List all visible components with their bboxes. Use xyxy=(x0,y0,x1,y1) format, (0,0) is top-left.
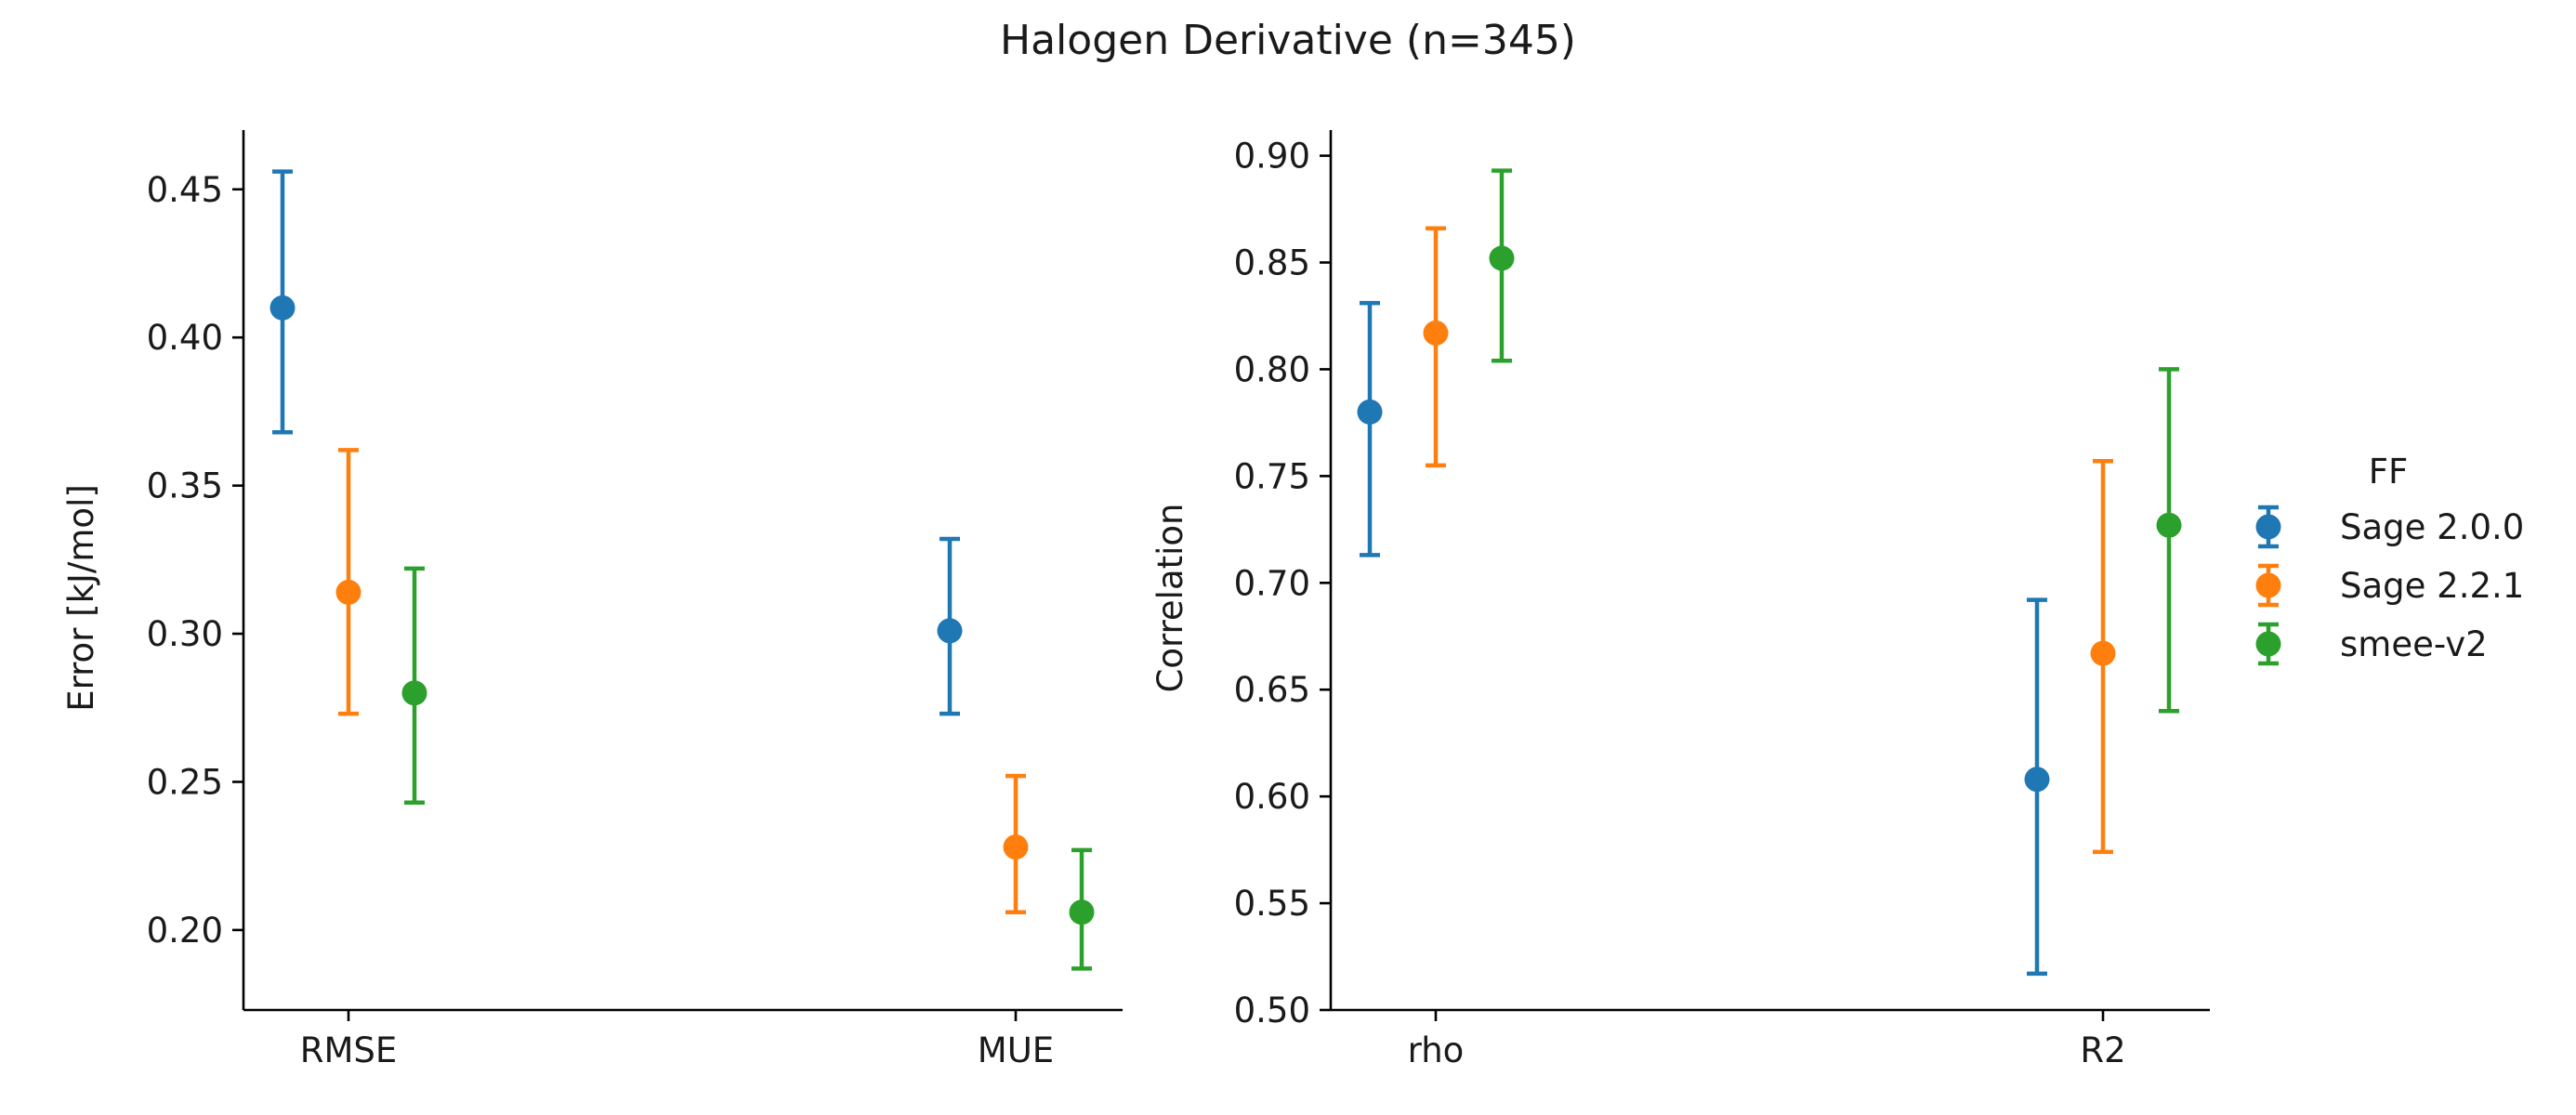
series-smee-v2 xyxy=(401,566,1095,971)
y-tick-label: 0.40 xyxy=(147,318,223,358)
y-tick-label: 0.30 xyxy=(147,614,223,654)
series-smee-v2 xyxy=(1489,168,2182,714)
legend-marker xyxy=(2255,572,2281,598)
y-tick-label: 0.35 xyxy=(147,466,223,506)
panel-1: 0.20 0.25 0.30 0.35 0.40 0.45 RMSE MUE Error [kJ… xyxy=(61,130,1123,1070)
series-sage-2-2-1 xyxy=(335,448,1029,915)
data-point xyxy=(269,295,296,321)
x-tick-label: R2 xyxy=(2080,1030,2125,1070)
series-sage-2-0-0 xyxy=(269,169,963,716)
y-tick-label: 0.85 xyxy=(1234,243,1310,283)
data-point xyxy=(2024,767,2050,793)
y-tick-label: 0.75 xyxy=(1234,456,1310,496)
series-sage-2-0-0 xyxy=(1357,300,2050,977)
legend-marker xyxy=(2255,514,2281,540)
data-point xyxy=(335,579,361,605)
y-tick-label: 0.45 xyxy=(147,170,223,210)
data-point xyxy=(2090,640,2116,666)
y-tick-label: 0.55 xyxy=(1234,884,1310,924)
panel-2: 0.50 0.55 0.60 0.65 0.70 0.75 0.80 0.85 0.90 rho R… xyxy=(1150,130,2210,1070)
y-tick-label: 0.70 xyxy=(1234,563,1310,603)
data-point xyxy=(2156,512,2182,538)
x-tick-label: RMSE xyxy=(300,1030,398,1070)
legend-item: Sage 2.0.0 xyxy=(2255,505,2524,549)
x-tick-label: MUE xyxy=(978,1030,1054,1070)
y-axis-label: Error [kJ/mol] xyxy=(61,484,101,712)
data-point xyxy=(1489,245,1515,271)
legend: FF Sage 2.0.0 Sage 2.2.1 smee-v2 xyxy=(2255,452,2524,666)
legend-item: smee-v2 xyxy=(2255,622,2488,666)
x-tick-label: rho xyxy=(1408,1030,1465,1070)
y-tick-label: 0.50 xyxy=(1234,990,1310,1030)
y-tick-label: 0.60 xyxy=(1234,777,1310,817)
y-tick-label: 0.65 xyxy=(1234,670,1310,710)
data-point xyxy=(1003,834,1029,860)
y-tick-label: 0.80 xyxy=(1234,349,1310,389)
y-tick-label: 0.90 xyxy=(1234,137,1310,177)
legend-item: Sage 2.2.1 xyxy=(2255,563,2524,608)
legend-label: Sage 2.0.0 xyxy=(2340,507,2524,547)
chart-title: Halogen Derivative (n=345) xyxy=(1000,17,1576,64)
y-tick-label: 0.20 xyxy=(147,911,223,951)
data-point xyxy=(1423,320,1449,346)
y-axis-label: Correlation xyxy=(1150,503,1190,692)
data-point xyxy=(1069,899,1095,925)
data-point xyxy=(1357,399,1383,425)
legend-label: smee-v2 xyxy=(2340,624,2488,664)
series-sage-2-2-1 xyxy=(1423,226,2116,855)
panels: 0.20 0.25 0.30 0.35 0.40 0.45 RMSE MUE Error [kJ… xyxy=(61,130,2210,1070)
legend-label: Sage 2.2.1 xyxy=(2340,566,2524,606)
data-point xyxy=(401,680,427,706)
data-point xyxy=(937,618,963,644)
y-tick-label: 0.25 xyxy=(147,762,223,802)
legend-title: FF xyxy=(2369,452,2409,492)
legend-marker xyxy=(2255,631,2281,657)
